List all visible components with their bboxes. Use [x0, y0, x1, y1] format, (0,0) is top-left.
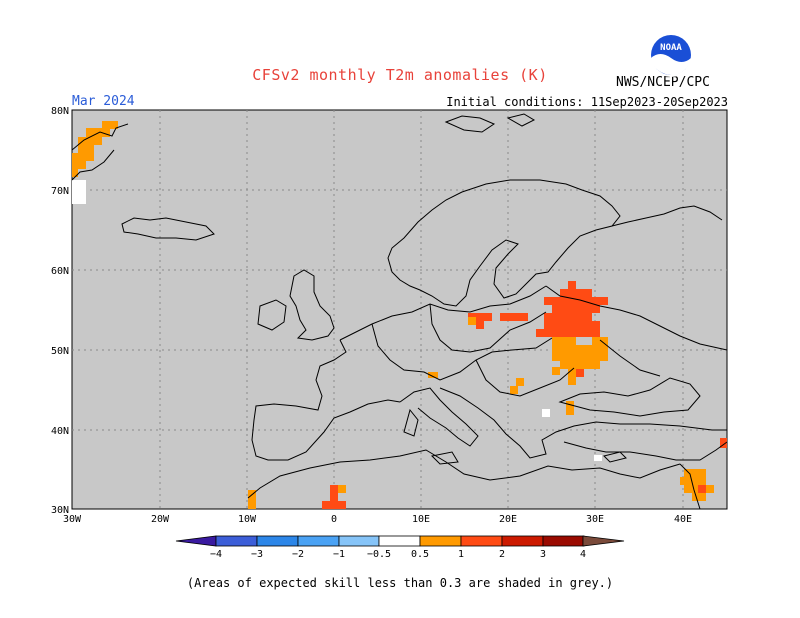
lon-tick-label: 30W: [63, 514, 82, 525]
colorbar-label: −1: [333, 549, 345, 560]
logo-text: NOAA: [660, 43, 682, 53]
agency-label: NWS/NCEP/CPC: [616, 75, 710, 90]
colorbar-label: −2: [292, 549, 304, 560]
map-area: [71, 109, 728, 510]
colorbar-segment: [338, 535, 380, 547]
colorbar-segment: [256, 535, 299, 547]
lon-tick-label: 20W: [151, 514, 170, 525]
colorbar-segment: [215, 535, 258, 547]
colorbar-segment: [501, 535, 544, 547]
lon-tick-label: 30E: [586, 514, 604, 525]
lon-tick-label: 0: [331, 514, 337, 525]
lat-tick-label: 80N: [51, 106, 69, 117]
lat-tick-label: 50N: [51, 346, 69, 357]
lon-labels: 30W 20W 10W 0 10E 20E 30E 40E: [63, 514, 692, 525]
colorbar-label: −4: [210, 549, 222, 560]
anomaly-cells: [72, 121, 727, 509]
colorbar-label: −0.5: [367, 549, 391, 560]
lon-tick-label: 40E: [674, 514, 692, 525]
colorbar-labels: −4 −3 −2 −1 −0.5 0.5 1 2 3 4: [210, 549, 586, 560]
lat-tick-label: 70N: [51, 186, 69, 197]
lat-tick-label: 40N: [51, 426, 69, 437]
colorbar-label: 2: [499, 549, 505, 560]
colorbar-label: 0.5: [411, 549, 429, 560]
colorbar-label: −3: [251, 549, 263, 560]
colorbar-segment: [297, 535, 340, 547]
colorbar-segment: [582, 535, 625, 547]
noaa-logo-icon: NOAA: [649, 33, 693, 77]
colorbar-label: 1: [458, 549, 464, 560]
colorbar-segment: [460, 535, 503, 547]
forecast-month: Mar 2024: [72, 94, 135, 109]
coastlines: [71, 113, 728, 510]
lat-tick-label: 60N: [51, 266, 69, 277]
colorbar: [175, 535, 625, 547]
colorbar-label: 4: [580, 549, 586, 560]
lon-tick-label: 10E: [412, 514, 430, 525]
colorbar-segment: [175, 535, 217, 547]
lat-labels: 80N 70N 60N 50N 40N 30N: [51, 106, 69, 516]
colorbar-segment: [542, 535, 584, 547]
colorbar-segment: [378, 535, 421, 547]
colorbar-label: 3: [540, 549, 546, 560]
lon-tick-label: 20E: [499, 514, 517, 525]
colorbar-segment: [419, 535, 462, 547]
lat-tick-label: 30N: [51, 505, 69, 516]
lon-tick-label: 10W: [238, 514, 257, 525]
skill-footnote: (Areas of expected skill less than 0.3 a…: [186, 576, 614, 590]
initial-conditions: Initial conditions: 11Sep2023-20Sep2023: [446, 95, 728, 109]
map-title: CFSv2 monthly T2m anomalies (K): [252, 66, 548, 84]
graticule: [72, 110, 727, 509]
